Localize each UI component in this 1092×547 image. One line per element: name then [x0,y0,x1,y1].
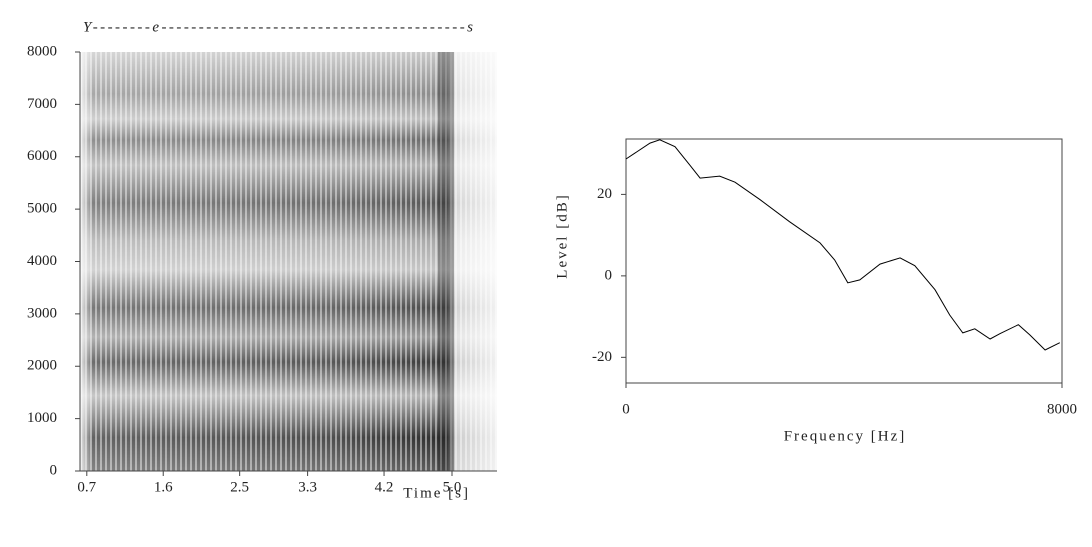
x-tick-label: 8000 [1047,401,1077,417]
y-tick-label: 0 [50,462,58,478]
y-tick-label: 7000 [27,96,57,112]
y-tick-label: -20 [592,349,612,365]
spectrum-frame [625,138,1063,384]
x-tick-label: 1.6 [154,479,173,495]
y-tick-label: 2000 [27,358,57,374]
x-axis-label: Frequency [Hz] [784,428,907,444]
y-tick-label: 1000 [27,410,57,426]
y-tick-label: 5000 [27,201,57,217]
spectrogram-image [80,52,497,471]
spectrum-line [625,139,1061,351]
y-tick-label: 4000 [27,253,57,269]
x-tick-label: 2.5 [230,479,249,495]
x-tick-label: 0.7 [77,479,96,495]
x-tick-label: 3.3 [298,479,317,495]
y-tick-label: 3000 [27,305,57,321]
x-tick-label: 0 [622,401,630,417]
y-tick-label: 6000 [27,148,57,164]
x-tick-label: 5.0 [443,479,462,495]
y-tick-label: 0 [605,267,613,283]
y-tick-label: 20 [597,186,612,202]
phonetic-annotation: Y--------e------------------------------… [83,19,473,35]
x-tick-label: 4.2 [375,479,394,495]
y-tick-label: 8000 [27,43,57,59]
x-axis-label: Time [s] [403,485,470,501]
y-axis-label: Level [dB] [554,193,570,278]
